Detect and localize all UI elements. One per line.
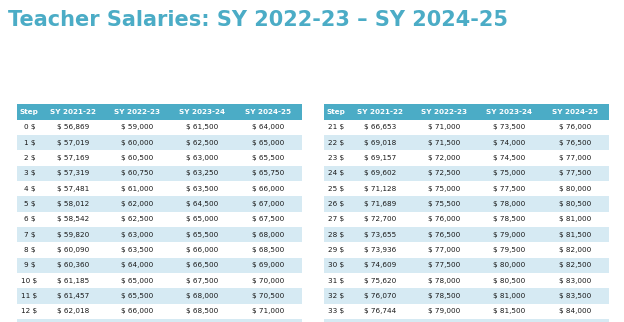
Text: Teacher Salaries: SY 2022-23 – SY 2024-25: Teacher Salaries: SY 2022-23 – SY 2024-2… (8, 10, 508, 30)
